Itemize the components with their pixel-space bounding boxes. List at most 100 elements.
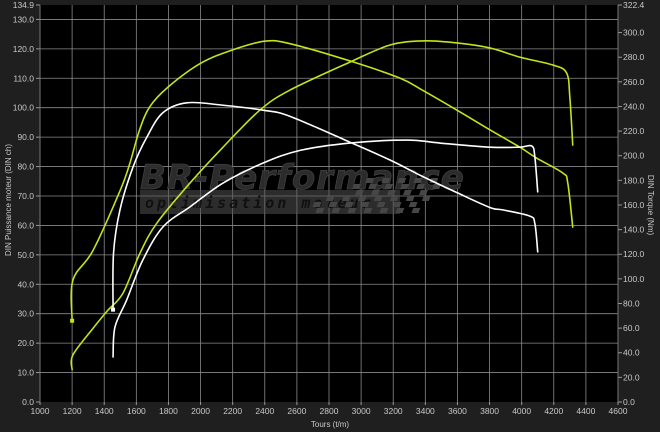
checker-square bbox=[365, 178, 375, 183]
y-left-tick-label: 50.0 bbox=[17, 250, 34, 260]
y-right-axis-title: DIN Torque (Nm) bbox=[646, 175, 655, 236]
checker-square bbox=[389, 196, 399, 201]
y-left-axis-title: DIN Puissance moteur (DIN ch) bbox=[4, 144, 13, 256]
checker-square bbox=[368, 184, 378, 189]
checker-square bbox=[325, 196, 335, 201]
y-left-tick-label: 70.0 bbox=[17, 191, 34, 201]
y-left-tick-label: 20.0 bbox=[17, 338, 34, 348]
checker-square bbox=[371, 190, 380, 195]
y-left-tick-label: 90.0 bbox=[17, 132, 34, 142]
x-tick-label: 2800 bbox=[320, 406, 339, 416]
y-left-tick-label: 110.0 bbox=[13, 73, 34, 83]
y-right-tick-label: 260.0 bbox=[623, 77, 645, 87]
checker-square bbox=[341, 196, 351, 201]
tuned-torque-line bbox=[70, 39, 574, 322]
checker-square bbox=[352, 184, 362, 189]
y-left-tick-label: 40.0 bbox=[17, 279, 34, 289]
checker-square bbox=[392, 202, 402, 207]
checker-square bbox=[328, 202, 338, 207]
x-tick-label: 4000 bbox=[512, 406, 531, 416]
checker-square bbox=[384, 184, 394, 189]
checker-square bbox=[355, 190, 364, 195]
x-tick-label: 3000 bbox=[352, 406, 371, 416]
checker-square bbox=[397, 178, 407, 183]
series-start-marker bbox=[111, 307, 116, 312]
y-right-tick-label: 300.0 bbox=[623, 28, 645, 38]
y-left-tick-label: 120.0 bbox=[13, 44, 35, 54]
x-tick-label: 3400 bbox=[416, 406, 435, 416]
watermark-logo: BR-Performance optimisation moteur bbox=[140, 158, 464, 214]
y-left-tick-label: 80.0 bbox=[17, 162, 34, 172]
stock-torque-line bbox=[112, 101, 539, 311]
tuned-power-line bbox=[70, 40, 574, 371]
y-right-tick-label: 80.0 bbox=[623, 298, 640, 308]
y-left-tick-label: 100.0 bbox=[13, 103, 35, 113]
checker-square bbox=[344, 202, 354, 207]
y-right-tick-label: 120.0 bbox=[623, 249, 645, 259]
checker-square bbox=[376, 202, 386, 207]
checker-square bbox=[419, 190, 428, 195]
checker-square bbox=[379, 208, 389, 213]
y-left-tick-label: 30.0 bbox=[17, 309, 34, 319]
x-tick-label: 1600 bbox=[127, 406, 146, 416]
y-right-tick-label: 140.0 bbox=[623, 225, 645, 235]
y-right-tick-label: 200.0 bbox=[623, 151, 645, 161]
checker-square bbox=[363, 208, 373, 213]
y-right-tick-label: 220.0 bbox=[623, 126, 645, 136]
x-tick-label: 2200 bbox=[223, 406, 242, 416]
x-tick-label: 4600 bbox=[609, 406, 628, 416]
x-tick-label: 1000 bbox=[31, 406, 50, 416]
y-right-tick-label: 180.0 bbox=[623, 175, 645, 185]
checker-square bbox=[403, 190, 412, 195]
checker-square bbox=[405, 196, 415, 201]
y-right-tick-label: 322.4 bbox=[623, 0, 645, 10]
checker-square bbox=[381, 178, 391, 183]
series-start-marker bbox=[70, 318, 75, 323]
checker-square bbox=[408, 202, 418, 207]
series-lines bbox=[70, 39, 574, 371]
stock-power-line bbox=[112, 139, 539, 358]
checker-square bbox=[429, 178, 439, 183]
checker-square bbox=[432, 184, 442, 189]
checker-square bbox=[373, 196, 383, 201]
x-axis-title: Tours (t/m) bbox=[311, 420, 350, 429]
x-tick-label: 1800 bbox=[159, 406, 178, 416]
y-left-tick-label: 134.9 bbox=[13, 0, 35, 10]
checker-square bbox=[331, 208, 341, 213]
y-right-tick-label: 60.0 bbox=[623, 323, 640, 333]
y-right-tick-label: 0.0 bbox=[623, 397, 635, 407]
checker-square bbox=[315, 208, 325, 213]
y-right-tick-label: 40.0 bbox=[623, 348, 640, 358]
y-left-tick-label: 0.0 bbox=[22, 397, 34, 407]
x-tick-label: 1400 bbox=[95, 406, 114, 416]
x-tick-label: 4200 bbox=[544, 406, 563, 416]
axis-ticks: 1000 1200 1400 1600 1800 2000 2200 2400 2600 2800… bbox=[13, 0, 645, 416]
checker-square bbox=[312, 202, 322, 207]
y-left-tick-label: 10.0 bbox=[17, 368, 34, 378]
checker-square bbox=[413, 178, 423, 183]
x-tick-label: 4400 bbox=[576, 406, 595, 416]
checker-square bbox=[395, 208, 405, 213]
y-right-tick-label: 20.0 bbox=[623, 372, 640, 382]
x-tick-label: 3200 bbox=[384, 406, 403, 416]
checker-square bbox=[416, 184, 426, 189]
y-left-tick-label: 130.0 bbox=[13, 14, 35, 24]
x-tick-label: 3600 bbox=[448, 406, 467, 416]
checker-square bbox=[357, 196, 367, 201]
y-right-tick-label: 280.0 bbox=[623, 52, 645, 62]
checker-square bbox=[400, 184, 410, 189]
x-tick-label: 1200 bbox=[63, 406, 82, 416]
x-tick-label: 2000 bbox=[191, 406, 210, 416]
checkered-flag-icon bbox=[312, 178, 442, 213]
y-right-tick-label: 100.0 bbox=[623, 274, 645, 284]
y-left-tick-label: 60.0 bbox=[17, 220, 34, 230]
checker-square bbox=[421, 196, 431, 201]
x-tick-label: 2600 bbox=[287, 406, 306, 416]
x-tick-label: 2400 bbox=[255, 406, 274, 416]
checker-square bbox=[387, 190, 396, 195]
checker-square bbox=[411, 208, 421, 213]
x-tick-label: 3800 bbox=[480, 406, 499, 416]
y-right-tick-label: 160.0 bbox=[623, 200, 645, 210]
